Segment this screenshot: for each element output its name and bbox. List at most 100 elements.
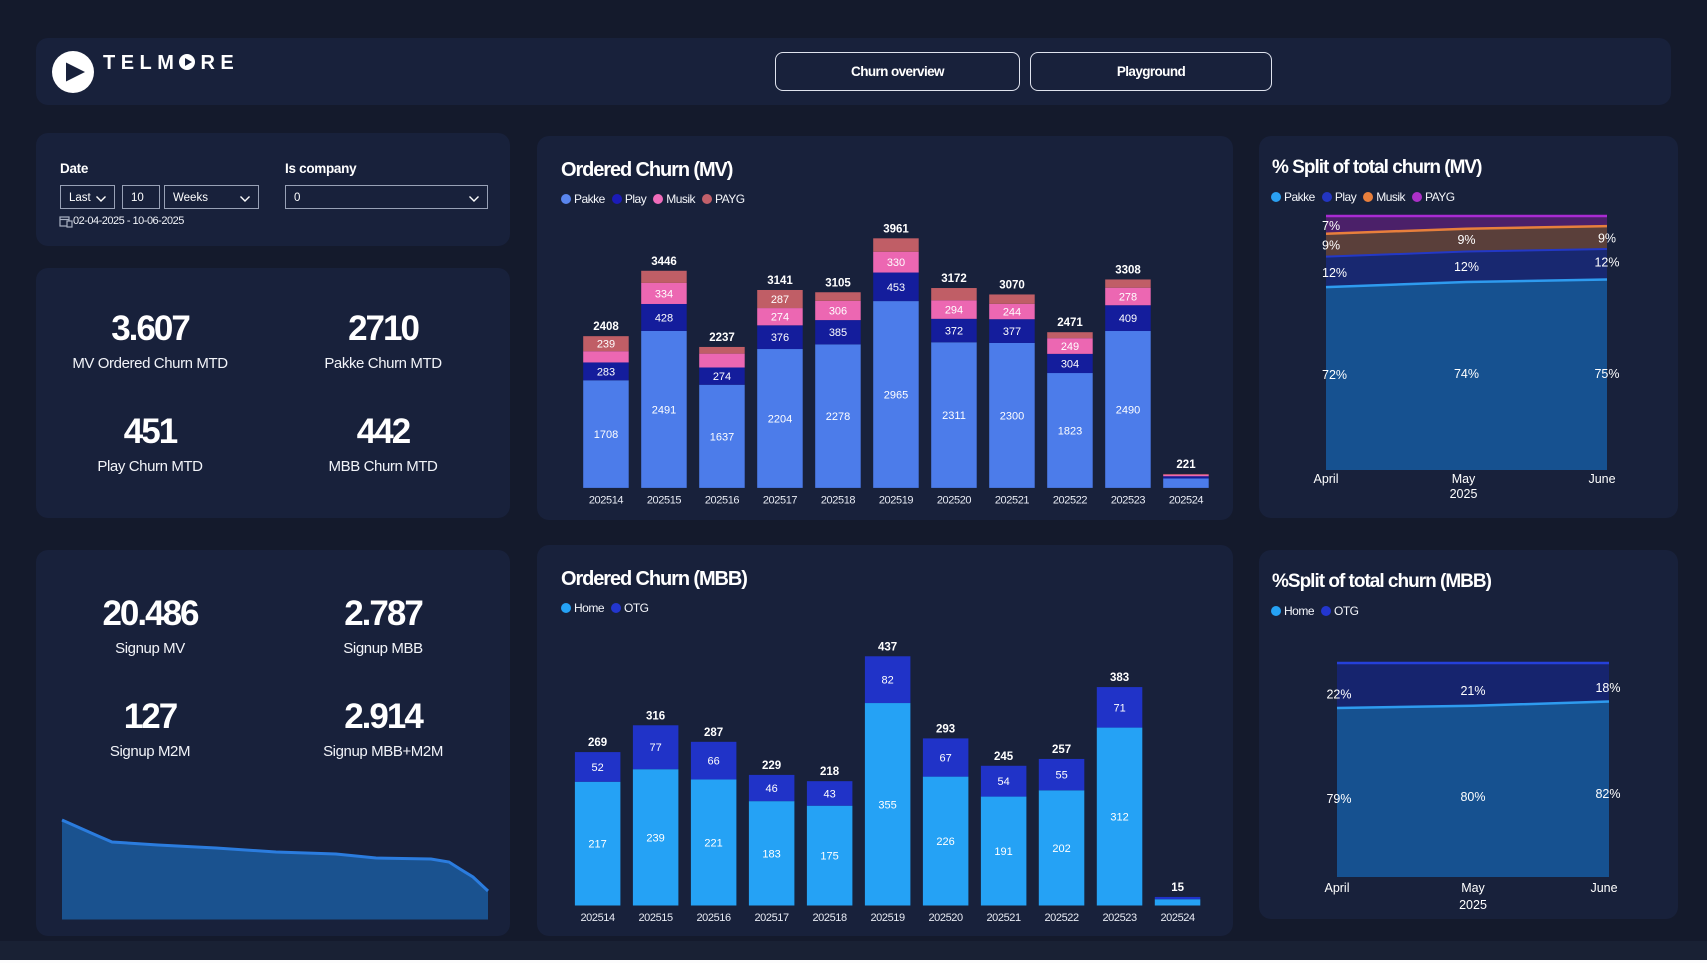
svg-text:372: 372 bbox=[945, 326, 963, 338]
svg-text:67: 67 bbox=[939, 753, 951, 765]
svg-text:2025: 2025 bbox=[1450, 487, 1478, 501]
svg-text:2471: 2471 bbox=[1057, 317, 1083, 329]
svg-text:334: 334 bbox=[655, 289, 673, 301]
svg-text:202514: 202514 bbox=[580, 912, 615, 924]
svg-text:12%: 12% bbox=[1594, 255, 1619, 269]
svg-text:2025: 2025 bbox=[1459, 898, 1487, 912]
svg-text:55: 55 bbox=[1055, 770, 1067, 782]
svg-text:1823: 1823 bbox=[1058, 426, 1082, 438]
svg-text:202521: 202521 bbox=[995, 495, 1030, 507]
svg-text:202518: 202518 bbox=[821, 495, 856, 507]
svg-text:202515: 202515 bbox=[638, 912, 673, 924]
svg-text:7%: 7% bbox=[1322, 219, 1340, 233]
svg-text:82: 82 bbox=[881, 675, 893, 687]
svg-text:202520: 202520 bbox=[928, 912, 963, 924]
svg-text:75%: 75% bbox=[1594, 367, 1619, 381]
svg-text:2300: 2300 bbox=[1000, 410, 1024, 422]
svg-text:202523: 202523 bbox=[1111, 495, 1146, 507]
svg-text:202517: 202517 bbox=[763, 495, 798, 507]
svg-text:202518: 202518 bbox=[812, 912, 847, 924]
svg-text:3141: 3141 bbox=[767, 275, 793, 287]
svg-text:1708: 1708 bbox=[594, 429, 618, 441]
svg-text:3308: 3308 bbox=[1115, 265, 1141, 277]
svg-text:239: 239 bbox=[646, 832, 664, 844]
svg-text:244: 244 bbox=[1003, 307, 1021, 319]
svg-text:239: 239 bbox=[597, 339, 615, 351]
svg-text:79%: 79% bbox=[1326, 792, 1351, 806]
svg-text:287: 287 bbox=[771, 294, 789, 306]
svg-text:2237: 2237 bbox=[709, 332, 735, 344]
svg-text:9%: 9% bbox=[1322, 239, 1340, 253]
svg-text:12%: 12% bbox=[1454, 260, 1479, 274]
svg-text:409: 409 bbox=[1119, 313, 1137, 325]
svg-text:202521: 202521 bbox=[986, 912, 1021, 924]
svg-text:269: 269 bbox=[588, 737, 607, 749]
svg-text:202524: 202524 bbox=[1160, 912, 1195, 924]
svg-text:202517: 202517 bbox=[754, 912, 789, 924]
svg-text:202522: 202522 bbox=[1044, 912, 1079, 924]
svg-text:9%: 9% bbox=[1598, 232, 1616, 246]
svg-text:77: 77 bbox=[649, 742, 661, 754]
svg-text:22%: 22% bbox=[1326, 688, 1351, 702]
svg-text:202519: 202519 bbox=[870, 912, 905, 924]
svg-text:245: 245 bbox=[994, 751, 1014, 763]
svg-text:12%: 12% bbox=[1322, 266, 1347, 280]
svg-text:202515: 202515 bbox=[647, 495, 682, 507]
svg-text:80%: 80% bbox=[1460, 790, 1485, 804]
svg-text:249: 249 bbox=[1061, 341, 1079, 353]
svg-text:437: 437 bbox=[878, 641, 897, 653]
svg-text:274: 274 bbox=[713, 371, 731, 383]
svg-text:453: 453 bbox=[887, 282, 905, 294]
svg-text:202524: 202524 bbox=[1169, 495, 1204, 507]
svg-text:304: 304 bbox=[1061, 359, 1079, 371]
svg-text:82%: 82% bbox=[1595, 787, 1620, 801]
svg-text:3446: 3446 bbox=[651, 256, 677, 268]
svg-text:330: 330 bbox=[887, 257, 905, 269]
svg-text:18%: 18% bbox=[1595, 681, 1620, 695]
svg-text:202516: 202516 bbox=[696, 912, 731, 924]
svg-text:175: 175 bbox=[820, 851, 838, 863]
svg-text:54: 54 bbox=[997, 776, 1009, 788]
svg-text:May: May bbox=[1461, 881, 1485, 895]
svg-text:2965: 2965 bbox=[884, 390, 908, 402]
svg-text:15: 15 bbox=[1171, 882, 1184, 894]
svg-text:221: 221 bbox=[1176, 459, 1196, 471]
svg-text:May: May bbox=[1452, 472, 1476, 486]
svg-text:2311: 2311 bbox=[942, 410, 966, 422]
svg-text:202519: 202519 bbox=[879, 495, 914, 507]
svg-text:383: 383 bbox=[1110, 672, 1129, 684]
svg-text:2204: 2204 bbox=[768, 414, 792, 426]
svg-text:9%: 9% bbox=[1457, 233, 1475, 247]
svg-text:43: 43 bbox=[823, 788, 835, 800]
svg-text:71: 71 bbox=[1113, 702, 1125, 714]
svg-text:312: 312 bbox=[1110, 812, 1128, 824]
svg-text:April: April bbox=[1313, 472, 1338, 486]
svg-text:293: 293 bbox=[936, 723, 955, 735]
svg-text:202523: 202523 bbox=[1102, 912, 1137, 924]
svg-text:229: 229 bbox=[762, 760, 781, 772]
svg-text:1637: 1637 bbox=[710, 431, 734, 443]
svg-text:274: 274 bbox=[771, 312, 789, 324]
svg-text:2408: 2408 bbox=[593, 321, 619, 333]
svg-text:3961: 3961 bbox=[883, 223, 909, 235]
svg-text:66: 66 bbox=[707, 756, 719, 768]
svg-text:376: 376 bbox=[771, 332, 789, 344]
svg-text:21%: 21% bbox=[1460, 684, 1485, 698]
svg-text:355: 355 bbox=[878, 799, 896, 811]
svg-text:377: 377 bbox=[1003, 326, 1021, 338]
svg-text:226: 226 bbox=[936, 836, 954, 848]
svg-text:217: 217 bbox=[588, 839, 606, 851]
svg-text:202520: 202520 bbox=[937, 495, 972, 507]
svg-text:278: 278 bbox=[1119, 292, 1137, 304]
svg-text:52: 52 bbox=[591, 762, 603, 774]
svg-text:202516: 202516 bbox=[705, 495, 740, 507]
svg-text:306: 306 bbox=[829, 306, 847, 318]
svg-text:2490: 2490 bbox=[1116, 405, 1140, 417]
svg-text:385: 385 bbox=[829, 327, 847, 339]
svg-text:46: 46 bbox=[765, 783, 777, 795]
svg-text:287: 287 bbox=[704, 727, 723, 739]
svg-text:June: June bbox=[1588, 472, 1615, 486]
svg-text:202514: 202514 bbox=[589, 495, 624, 507]
svg-text:221: 221 bbox=[704, 838, 722, 850]
svg-text:183: 183 bbox=[762, 848, 780, 860]
